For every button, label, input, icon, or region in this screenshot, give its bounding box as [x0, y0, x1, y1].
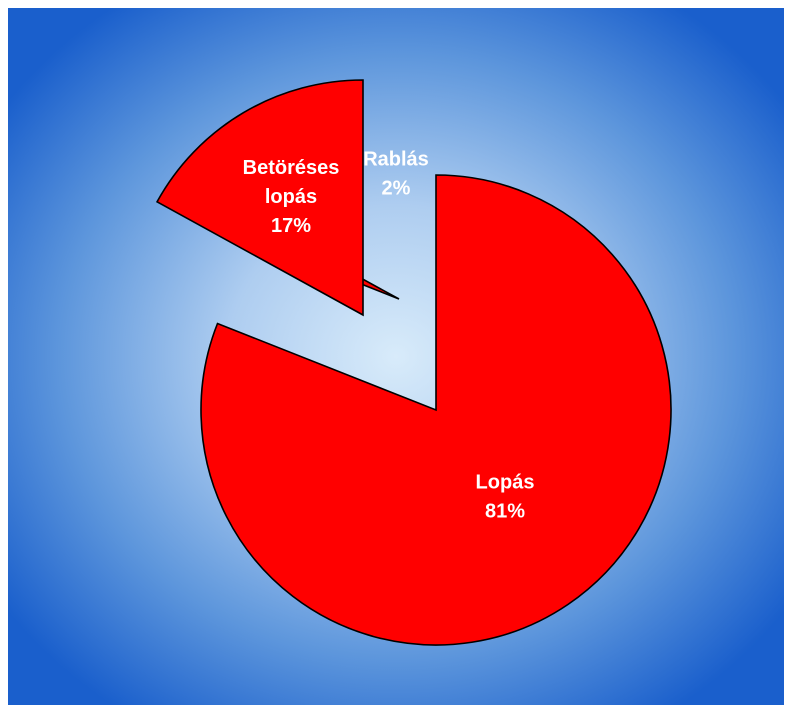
slice-label-1: Rablás 2%: [363, 149, 429, 200]
slice-percent-label: 81%: [485, 501, 525, 523]
labels-layer: Lopás 81% Rablás 2% Betöréses lopás 17%: [243, 149, 535, 523]
slice-name-label: Rablás: [363, 149, 429, 171]
slice-label-0: Lopás 81%: [476, 472, 535, 523]
pie-slice-2: [155, 79, 364, 317]
slice-name-label: lopás: [265, 186, 317, 208]
slice-percent-label: 2%: [382, 178, 411, 200]
slice-name-label: Lopás: [476, 472, 535, 494]
slice-percent-label: 17%: [271, 215, 311, 237]
slice-label-2: Betöréses lopás 17%: [243, 157, 340, 237]
pie-chart: Lopás 81% Rablás 2% Betöréses lopás 17%: [8, 8, 784, 705]
slice-name-label: Betöréses: [243, 157, 340, 179]
pie-slice-0: [200, 174, 672, 646]
chart-frame: Lopás 81% Rablás 2% Betöréses lopás 17%: [8, 8, 784, 705]
slices-layer: [155, 79, 672, 646]
